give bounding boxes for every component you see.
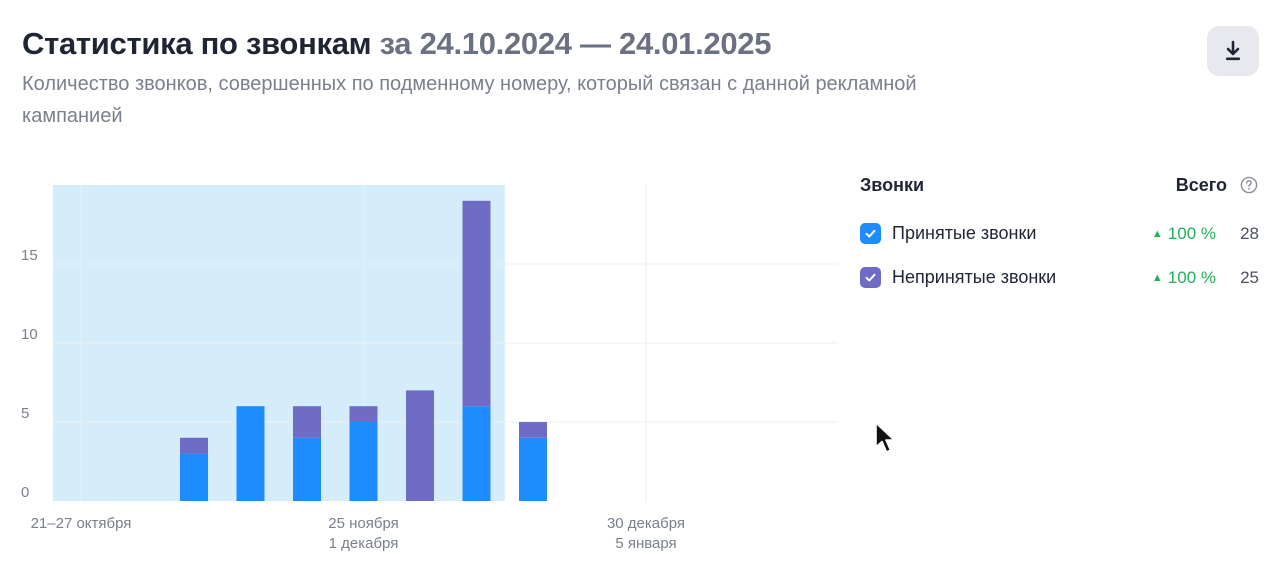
- accepted-label: Принятые звонки: [892, 223, 1037, 243]
- page-title: Статистика по звонкам за 24.10.2024 — 24…: [22, 26, 772, 62]
- bar-missed: [406, 390, 434, 501]
- bar-missed: [349, 406, 378, 422]
- missed-checkbox[interactable]: [860, 267, 881, 288]
- x-tick-label: 1 декабря: [329, 535, 399, 552]
- legend-row-accepted[interactable]: Принятые звонки ▲ 100 % 28: [860, 222, 1260, 246]
- calls-bar-chart: 0 5 10 15 21–27 октября 25 ноября 1 декабря 30 …: [21, 185, 838, 552]
- checkmark-icon: [865, 229, 876, 238]
- title-text: Статистика по звонкам: [22, 26, 372, 61]
- checkmark-icon: [865, 273, 876, 282]
- arrow-up-icon: ▲: [1151, 272, 1163, 284]
- download-button[interactable]: [1207, 26, 1259, 76]
- missed-change-value: 100 %: [1167, 268, 1216, 287]
- mouse-cursor-icon: [875, 422, 895, 453]
- x-tick-label: 5 января: [615, 535, 676, 552]
- bar-accepted: [519, 437, 547, 501]
- page-subtitle: Количество звонков, совершенных по подме…: [22, 73, 917, 127]
- bar-accepted: [293, 437, 321, 501]
- bar-accepted: [462, 406, 491, 501]
- x-tick-label: 30 декабря: [607, 515, 685, 532]
- missed-total: 25: [1240, 268, 1259, 287]
- missed-change: ▲ 100 %: [1152, 268, 1216, 288]
- legend-row-missed[interactable]: Непринятые звонки ▲ 100 % 25: [860, 266, 1260, 290]
- y-tick-label: 10: [21, 326, 38, 343]
- bar-accepted: [180, 453, 208, 501]
- chart-legend: Звонки Всего Принятые звонки ▲ 100 % 28 Н…: [860, 172, 1260, 290]
- legend-header: Звонки Всего: [860, 172, 1260, 202]
- question-circle-icon[interactable]: [1240, 176, 1258, 194]
- legend-total-header: Всего: [1175, 175, 1227, 195]
- x-tick-label: 21–27 октября: [31, 515, 132, 532]
- y-tick-label: 0: [21, 484, 29, 501]
- accepted-change-value: 100 %: [1167, 224, 1216, 243]
- bar-accepted: [236, 406, 265, 501]
- bar-missed: [180, 437, 208, 454]
- accepted-total: 28: [1240, 224, 1259, 243]
- date-range: за 24.10.2024 — 24.01.2025: [379, 26, 772, 61]
- bar-missed: [293, 406, 321, 438]
- missed-label: Непринятые звонки: [892, 267, 1057, 287]
- legend-name-header: Звонки: [860, 175, 925, 195]
- accepted-checkbox[interactable]: [860, 223, 881, 244]
- y-tick-label: 15: [21, 247, 38, 264]
- bar-accepted: [349, 422, 378, 501]
- x-tick-label: 25 ноября: [328, 515, 399, 532]
- bar-missed: [462, 200, 491, 407]
- arrow-up-icon: ▲: [1151, 228, 1163, 240]
- bar-missed: [519, 422, 547, 438]
- y-tick-label: 5: [21, 405, 29, 422]
- accepted-change: ▲ 100 %: [1152, 224, 1216, 244]
- download-icon: [1226, 40, 1240, 61]
